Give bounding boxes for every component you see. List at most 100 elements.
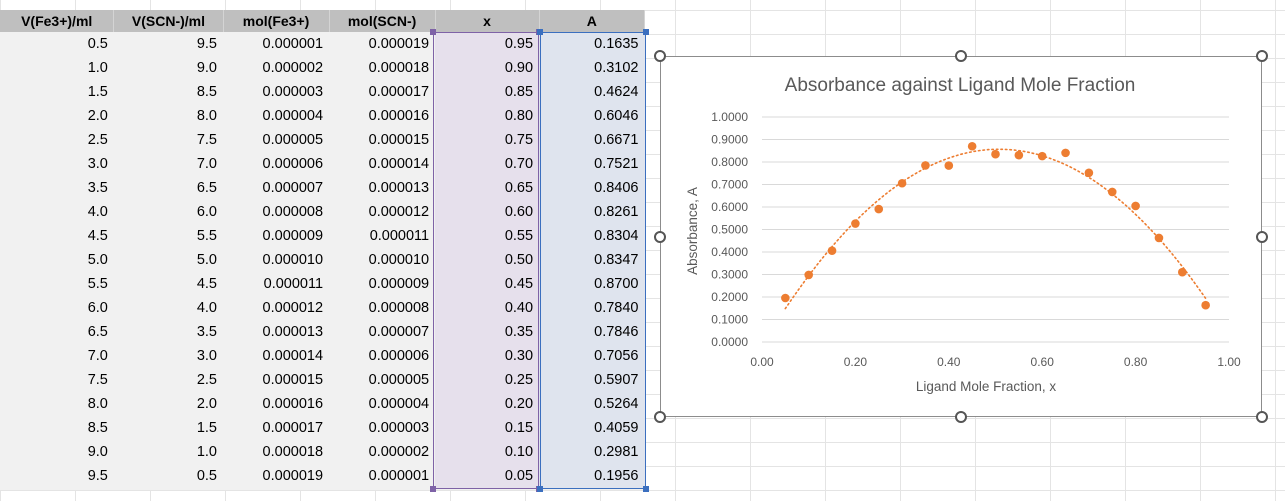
table-cell[interactable]: 0.55 xyxy=(435,224,540,248)
table-cell[interactable]: 0.000014 xyxy=(368,156,430,172)
table-cell[interactable]: 0.000004 xyxy=(368,396,430,412)
resize-handle-top-right[interactable] xyxy=(1256,50,1268,62)
table-cell[interactable]: 5.0 xyxy=(196,252,218,268)
table-cell[interactable]: 0.4059 xyxy=(539,416,645,440)
data-point[interactable] xyxy=(827,246,837,255)
table-cell[interactable]: 0.20 xyxy=(435,392,540,416)
table-cell[interactable]: 3.0 xyxy=(87,156,108,172)
column-header[interactable]: x xyxy=(435,10,540,32)
table-cell[interactable]: 0.000002 xyxy=(368,444,430,460)
table-cell[interactable]: 0.000005 xyxy=(262,132,324,148)
table-cell[interactable]: 0.000010 xyxy=(262,252,324,268)
data-point[interactable] xyxy=(1178,267,1187,277)
table-cell[interactable]: 0.000009 xyxy=(368,276,430,292)
table-cell[interactable]: 8.0 xyxy=(87,396,108,412)
resize-handle-right[interactable] xyxy=(1256,231,1268,243)
table-cell[interactable]: 0.000017 xyxy=(368,84,430,100)
table-cell[interactable]: 8.0 xyxy=(196,108,218,124)
table-cell[interactable]: 0.000011 xyxy=(263,276,324,292)
table-cell[interactable]: 0.5264 xyxy=(539,392,645,416)
table-cell[interactable]: 0.000013 xyxy=(262,324,324,340)
table-cell[interactable]: 0.3102 xyxy=(539,56,645,80)
data-point[interactable] xyxy=(1037,151,1047,161)
table-cell[interactable]: 6.5 xyxy=(196,180,218,196)
table-cell[interactable]: 0.8347 xyxy=(539,248,645,272)
table-cell[interactable]: 0.70 xyxy=(435,152,540,176)
table-cell[interactable]: 0.80 xyxy=(435,104,540,128)
table-cell[interactable]: 0.90 xyxy=(435,56,540,80)
table-cell[interactable]: 0.1956 xyxy=(539,464,645,488)
table-cell[interactable]: 0.40 xyxy=(435,296,540,320)
table-cell[interactable]: 8.5 xyxy=(87,420,108,436)
table-cell[interactable]: 0.35 xyxy=(435,320,540,344)
table-cell[interactable]: 0.5907 xyxy=(539,368,645,392)
table-cell[interactable]: 0.8700 xyxy=(539,272,645,296)
table-cell[interactable]: 3.0 xyxy=(196,348,218,364)
table-cell[interactable]: 0.05 xyxy=(435,464,540,488)
table-cell[interactable]: 8.5 xyxy=(196,84,218,100)
data-point[interactable] xyxy=(851,219,860,228)
table-cell[interactable]: 0.85 xyxy=(435,80,540,104)
table-cell[interactable]: 0.45 xyxy=(435,272,540,296)
table-cell[interactable]: 0.95 xyxy=(435,32,540,56)
data-point[interactable] xyxy=(804,270,813,280)
table-cell[interactable]: 0.000007 xyxy=(262,180,324,196)
table-cell[interactable]: 7.5 xyxy=(87,372,108,388)
data-point[interactable] xyxy=(1084,168,1094,178)
table-cell[interactable]: 0.30 xyxy=(435,344,540,368)
data-point[interactable] xyxy=(944,161,954,170)
data-point[interactable] xyxy=(1201,300,1210,310)
table-cell[interactable]: 0.7846 xyxy=(539,320,645,344)
column-header[interactable]: mol(SCN-) xyxy=(329,10,436,32)
table-cell[interactable]: 7.5 xyxy=(196,132,218,148)
resize-handle-left[interactable] xyxy=(654,231,666,243)
table-cell[interactable]: 0.000014 xyxy=(262,348,324,364)
table-cell[interactable]: 0.000003 xyxy=(262,84,324,100)
resize-handle-top[interactable] xyxy=(955,50,967,62)
table-cell[interactable]: 0.7056 xyxy=(539,344,645,368)
table-cell[interactable]: 5.5 xyxy=(196,228,218,244)
table-cell[interactable]: 0.000001 xyxy=(368,468,430,484)
column-header[interactable]: V(SCN-)/ml xyxy=(113,10,224,32)
table-cell[interactable]: 0.000015 xyxy=(368,132,430,148)
table-cell[interactable]: 6.5 xyxy=(87,324,108,340)
table-cell[interactable]: 0.000016 xyxy=(262,396,324,412)
table-cell[interactable]: 0.000018 xyxy=(262,444,324,460)
table-cell[interactable]: 0.6671 xyxy=(539,128,645,152)
table-cell[interactable]: 4.0 xyxy=(196,300,218,316)
resize-handle-bottom[interactable] xyxy=(955,411,967,423)
table-cell[interactable]: 1.0 xyxy=(196,444,218,460)
data-point[interactable] xyxy=(897,178,907,188)
table-cell[interactable]: 9.5 xyxy=(87,468,108,484)
table-cell[interactable]: 0.000004 xyxy=(262,108,324,124)
table-cell[interactable]: 6.0 xyxy=(196,204,218,220)
table-cell[interactable]: 4.5 xyxy=(196,276,218,292)
table-cell[interactable]: 0.000017 xyxy=(262,420,324,436)
table-cell[interactable]: 1.0 xyxy=(87,60,108,76)
table-cell[interactable]: 7.0 xyxy=(196,156,218,172)
table-cell[interactable]: 9.0 xyxy=(196,60,218,76)
data-point[interactable] xyxy=(991,149,1000,159)
table-cell[interactable]: 0.5 xyxy=(87,36,108,52)
table-cell[interactable]: 0.000012 xyxy=(262,300,324,316)
table-cell[interactable]: 0.7840 xyxy=(539,296,645,320)
table-cell[interactable]: 3.5 xyxy=(87,180,108,196)
table-cell[interactable]: 0.15 xyxy=(435,416,540,440)
resize-handle-bottom-right[interactable] xyxy=(1256,411,1268,423)
resize-handle-bottom-left[interactable] xyxy=(654,411,666,423)
table-cell[interactable]: 0.8304 xyxy=(539,224,645,248)
table-cell[interactable]: 0.000019 xyxy=(368,36,430,52)
table-cell[interactable]: 1.5 xyxy=(196,420,218,436)
table-cell[interactable]: 0.2981 xyxy=(539,440,645,464)
table-cell[interactable]: 4.5 xyxy=(87,228,108,244)
table-cell[interactable]: 0.000005 xyxy=(368,372,430,388)
column-header[interactable]: A xyxy=(539,10,646,32)
data-point[interactable] xyxy=(1131,201,1140,211)
table-cell[interactable]: 0.8406 xyxy=(539,176,645,200)
table-cell[interactable]: 0.000008 xyxy=(262,204,324,220)
table-cell[interactable]: 2.5 xyxy=(87,132,108,148)
table-cell[interactable]: 2.5 xyxy=(196,372,218,388)
table-cell[interactable]: 0.75 xyxy=(435,128,540,152)
table-cell[interactable]: 6.0 xyxy=(87,300,108,316)
table-cell[interactable]: 5.5 xyxy=(87,276,108,292)
